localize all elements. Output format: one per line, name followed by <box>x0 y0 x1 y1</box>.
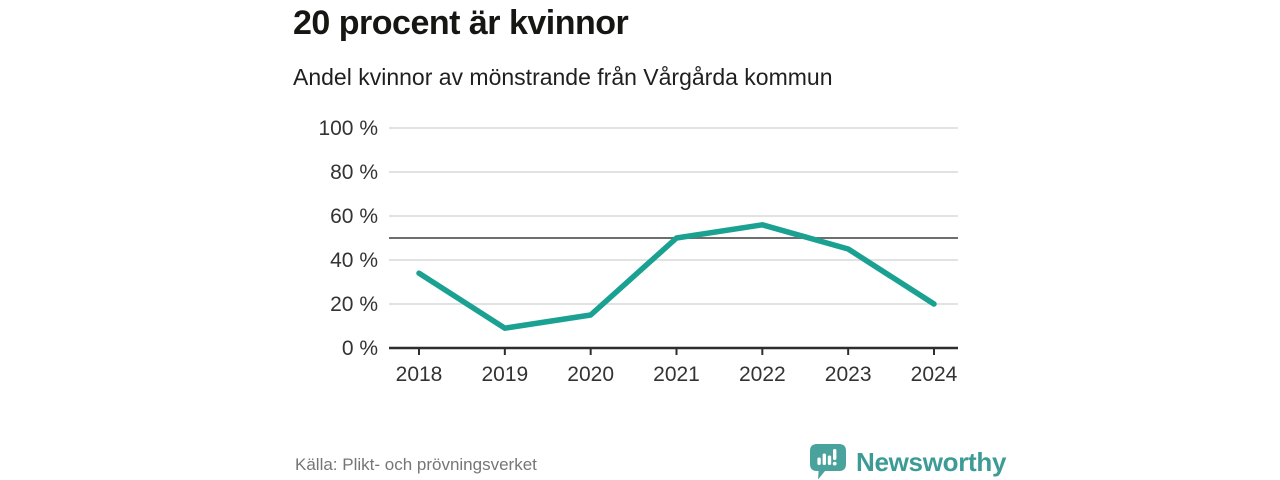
y-tick-label: 60 % <box>330 205 378 228</box>
mini-bar-chart-glyph <box>817 449 837 466</box>
y-tick-label: 40 % <box>330 249 378 272</box>
x-tick-label: 2021 <box>653 363 700 386</box>
y-tick-label: 100 % <box>318 117 378 140</box>
x-tick-label: 2019 <box>481 363 528 386</box>
x-tick-label: 2023 <box>825 363 872 386</box>
brand-logo: Newsworthy <box>809 443 1006 480</box>
brand-name: Newsworthy <box>856 446 1007 477</box>
y-tick-label: 80 % <box>330 161 378 184</box>
x-tick-label: 2020 <box>567 363 614 386</box>
y-tick-label: 0 % <box>342 337 378 360</box>
chart-title: 20 procent är kvinnor <box>293 4 629 42</box>
chart-subtitle: Andel kvinnor av mönstrande från Vårgård… <box>293 64 833 90</box>
source-note: Källa: Plikt- och prövningsverket <box>295 455 537 474</box>
data-line <box>416 222 937 331</box>
newsworthy-logo-icon <box>810 444 846 480</box>
x-tick-label: 2024 <box>911 363 958 386</box>
x-tick-label: 2022 <box>739 363 786 386</box>
y-tick-label: 20 % <box>330 293 378 316</box>
x-tick-label: 2018 <box>396 363 443 386</box>
